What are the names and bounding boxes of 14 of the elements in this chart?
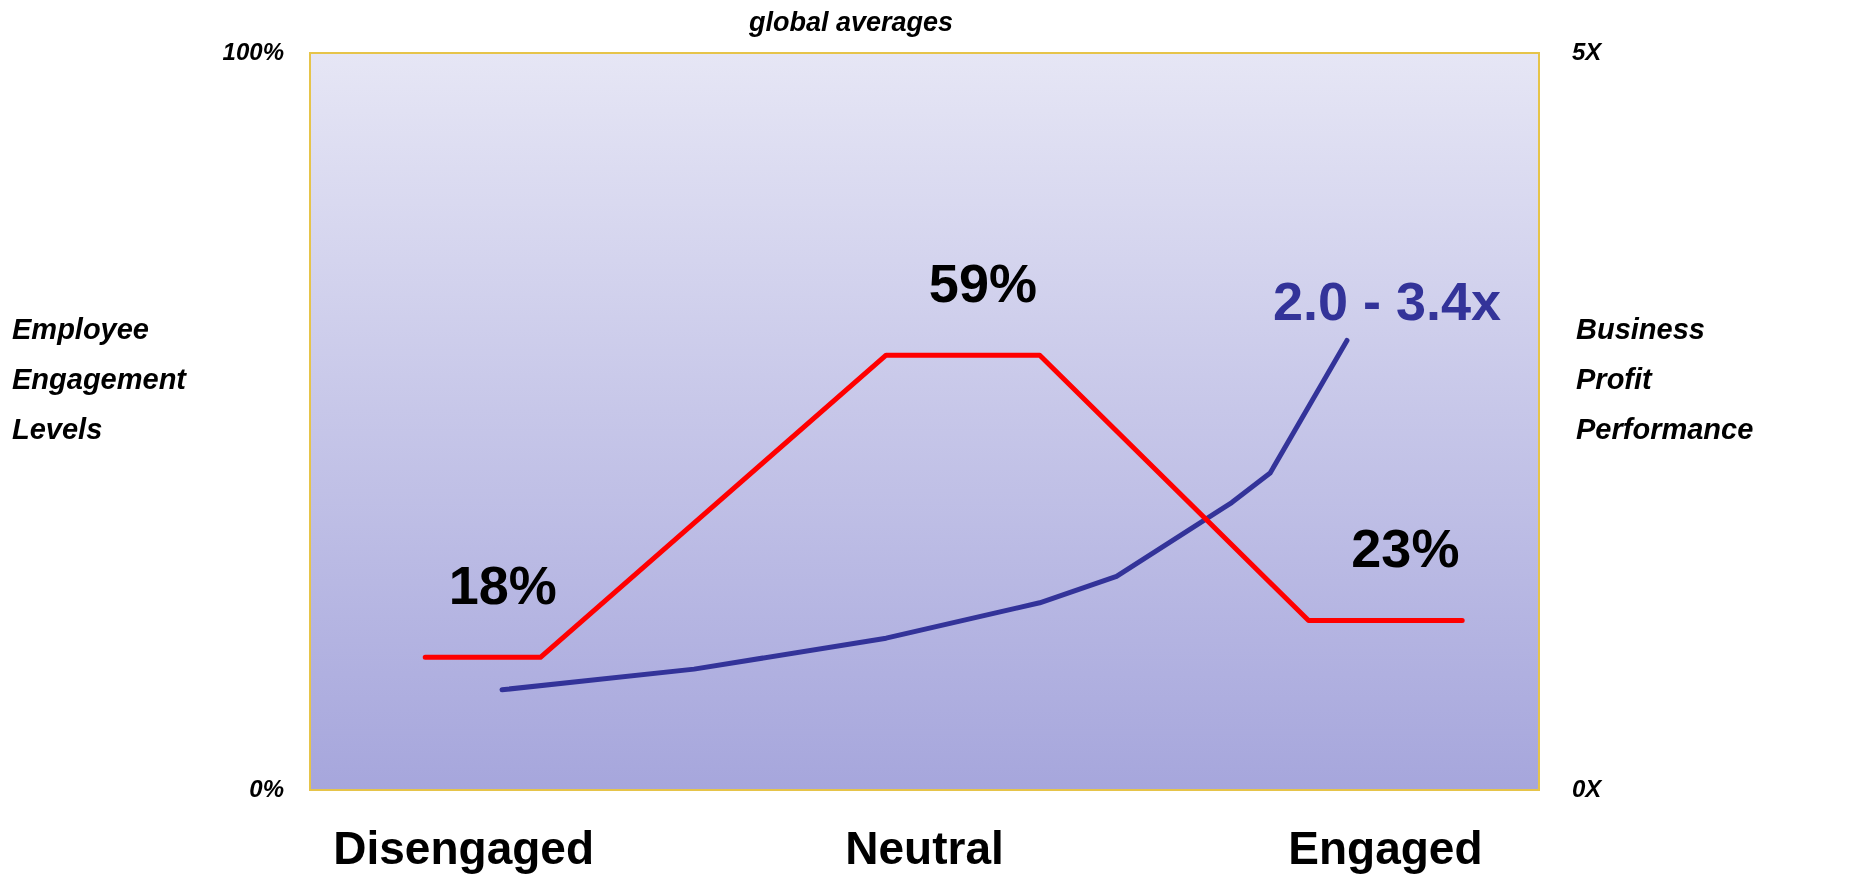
data-label: 18% — [448, 555, 557, 616]
y-tick-label: 0% — [249, 774, 284, 802]
x-tick-label: Neutral — [845, 822, 1004, 875]
data-label: 59% — [928, 253, 1037, 314]
y2-axis-title: Business Profit Performance — [1576, 313, 1754, 445]
y-axis-title: Employee Engagement Levels — [12, 313, 188, 445]
y2-tick-label: 0X — [1572, 774, 1604, 802]
x-tick-label: Disengaged — [333, 822, 594, 875]
y-tick-label: 100% — [222, 37, 284, 65]
annotation: 2.0 - 3.4x — [1272, 271, 1502, 332]
data-label: 23% — [1351, 518, 1460, 579]
x-tick-label: Engaged — [1288, 822, 1483, 875]
y2-tick-label: 5X — [1572, 37, 1604, 65]
chart-title: global averages — [747, 7, 954, 38]
